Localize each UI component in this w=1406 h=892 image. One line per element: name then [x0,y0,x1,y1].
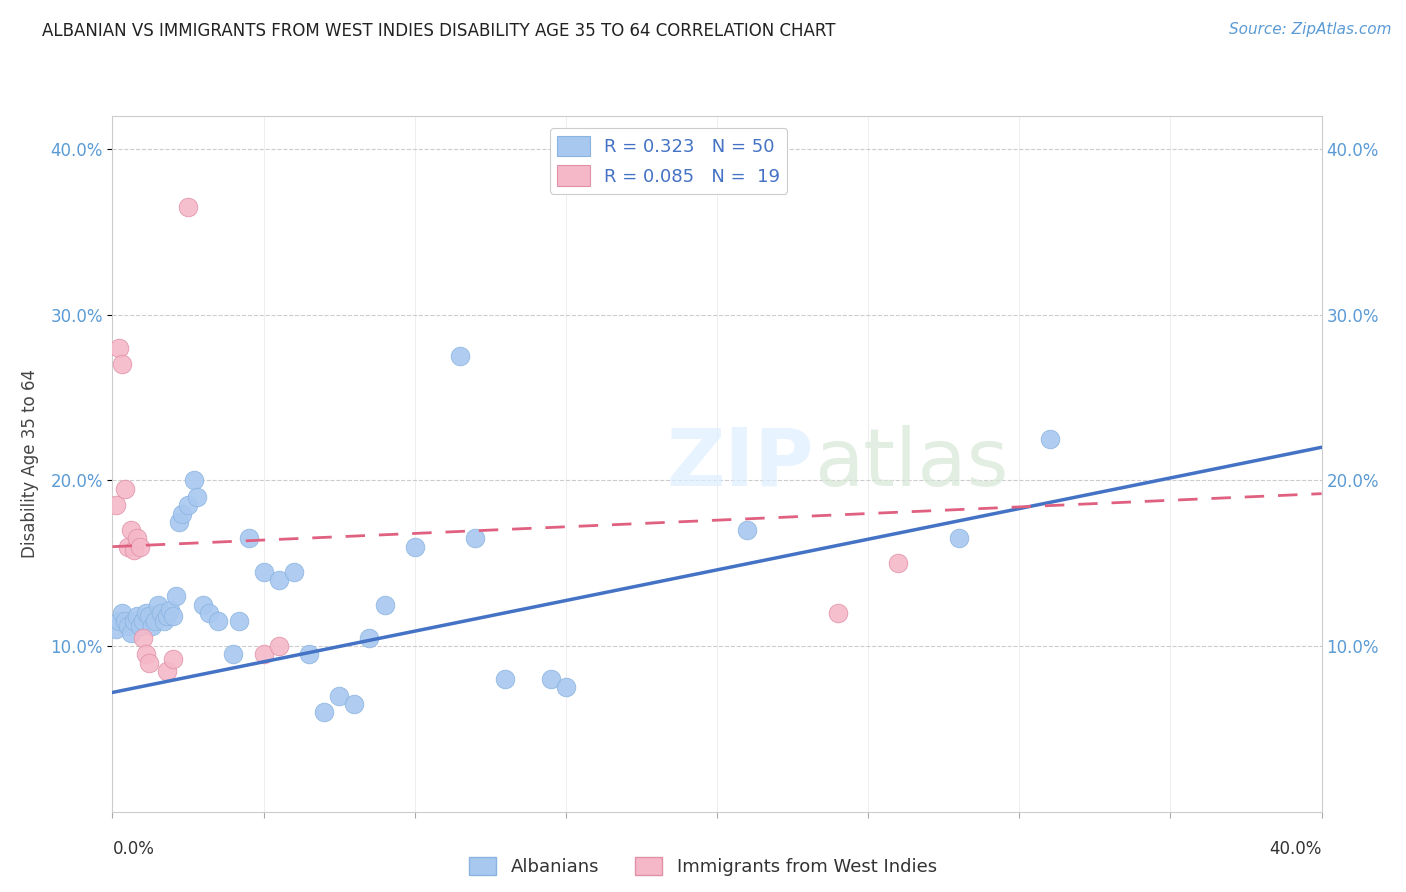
Point [159,602,181,616]
Y-axis label: Disability Age 35 to 64: Disability Age 35 to 64 [21,369,39,558]
Point [107,341,129,355]
Point [114,614,136,628]
Point [222,648,245,662]
Point [177,498,200,512]
Point [554,681,576,695]
Point [737,523,759,537]
Point [107,614,129,628]
Point [167,515,190,529]
Text: ZIP: ZIP [666,425,814,503]
Point [125,532,148,546]
Point [343,697,366,711]
Point [183,474,205,488]
Point [177,200,200,214]
Point [404,540,426,554]
Point [104,498,127,512]
Point [948,532,970,546]
Point [117,619,139,633]
Point [104,623,127,637]
Point [374,598,396,612]
Legend: R = 0.323   N = 50, R = 0.085   N =  19: R = 0.323 N = 50, R = 0.085 N = 19 [550,128,787,194]
Point [162,652,184,666]
Text: atlas: atlas [814,425,1008,503]
Point [1038,432,1062,446]
Point [165,590,187,604]
Point [135,606,157,620]
Point [186,490,208,504]
Point [153,614,176,628]
Point [138,656,160,670]
Point [138,609,160,624]
Point [120,625,142,640]
Point [156,664,179,678]
Legend: Albanians, Immigrants from West Indies: Albanians, Immigrants from West Indies [463,849,943,883]
Point [114,482,136,496]
Point [110,606,132,620]
Point [135,648,157,662]
Point [170,507,193,521]
Point [253,648,276,662]
Point [122,543,145,558]
Point [228,614,250,628]
Point [827,606,849,620]
Point [449,349,471,363]
Point [117,540,139,554]
Point [143,614,166,628]
Text: Source: ZipAtlas.com: Source: ZipAtlas.com [1229,22,1392,37]
Point [156,609,179,624]
Point [540,672,562,686]
Point [495,672,517,686]
Point [162,609,184,624]
Point [314,706,336,720]
Point [132,614,155,628]
Point [283,565,305,579]
Text: 0.0%: 0.0% [112,839,155,857]
Point [146,598,169,612]
Point [110,358,132,372]
Point [125,609,148,624]
Point [149,606,172,620]
Point [267,639,290,653]
Point [141,619,163,633]
Point [887,556,910,570]
Point [359,631,381,645]
Point [122,614,145,628]
Point [128,619,150,633]
Point [207,614,229,628]
Text: ALBANIAN VS IMMIGRANTS FROM WEST INDIES DISABILITY AGE 35 TO 64 CORRELATION CHAR: ALBANIAN VS IMMIGRANTS FROM WEST INDIES … [42,22,835,40]
Point [128,540,150,554]
Text: 40.0%: 40.0% [1270,839,1322,857]
Point [198,606,221,620]
Point [328,689,350,703]
Point [132,631,155,645]
Point [298,648,321,662]
Point [267,573,290,587]
Point [464,532,486,546]
Point [120,523,142,537]
Point [191,598,214,612]
Point [238,532,260,546]
Point [253,565,276,579]
